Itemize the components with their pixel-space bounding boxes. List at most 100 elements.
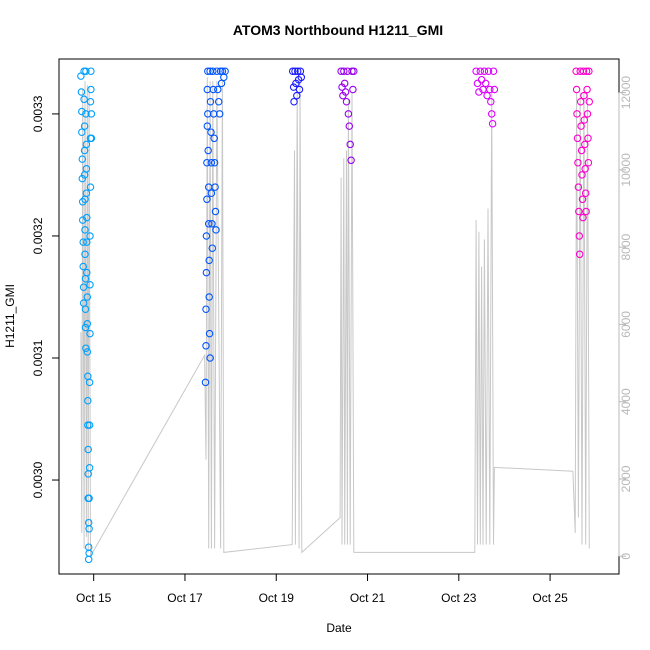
data-point <box>342 97 351 106</box>
data-point <box>476 67 485 75</box>
data-point <box>203 158 211 167</box>
data-point <box>217 79 226 88</box>
data-point <box>83 238 91 246</box>
data-point <box>344 110 353 118</box>
data-point <box>211 207 220 216</box>
data-point <box>78 155 87 163</box>
data-point <box>80 122 89 130</box>
data-point <box>77 88 86 96</box>
data-point <box>205 256 213 265</box>
data-point <box>291 67 299 75</box>
data-point <box>83 320 92 328</box>
data-point <box>85 494 93 503</box>
data-point <box>206 354 214 362</box>
data-point <box>487 110 496 118</box>
data-point <box>221 67 229 75</box>
data-point <box>572 67 580 75</box>
data-point <box>202 342 210 350</box>
y2-axis: 0 2000 4000 6000 8000 10000 12000 <box>618 76 633 560</box>
data-point <box>472 67 480 75</box>
data-point <box>78 128 86 136</box>
data-point <box>585 67 593 75</box>
data-point <box>577 146 586 155</box>
data-point <box>210 158 219 167</box>
data-point <box>82 110 90 118</box>
y2-tick-label: 8000 <box>619 233 633 260</box>
data-point <box>210 134 218 143</box>
y2-tick-label: 2000 <box>619 465 633 492</box>
data-point <box>477 75 486 84</box>
data-point <box>87 67 95 75</box>
data-point <box>295 85 304 94</box>
data-point <box>489 67 498 75</box>
data-point <box>208 244 217 252</box>
data-point <box>204 220 213 228</box>
data-point <box>83 293 92 301</box>
data-point <box>213 67 221 75</box>
data-point <box>79 238 87 246</box>
data-point <box>347 156 355 165</box>
data-point <box>201 378 210 387</box>
y-axis-label: H1211_GMI <box>3 284 17 348</box>
chart-title: ATOM3 Northbound H1211_GMI <box>233 22 443 38</box>
data-point <box>584 134 592 143</box>
data-point <box>85 525 93 533</box>
data-point <box>473 79 482 88</box>
data-point <box>214 85 222 94</box>
data-point <box>204 67 212 75</box>
data-point <box>82 189 91 197</box>
data-point <box>209 67 217 75</box>
data-point <box>486 85 494 94</box>
data-point <box>82 67 90 75</box>
data-point <box>572 85 581 94</box>
data-point <box>205 329 214 338</box>
data-point <box>350 67 358 75</box>
data-point <box>78 174 87 183</box>
data-point <box>85 378 94 387</box>
data-point <box>575 232 584 240</box>
data-point <box>84 445 92 454</box>
x-tick-label: Oct 19 <box>259 591 295 605</box>
data-point <box>208 220 216 228</box>
data-point <box>578 171 586 179</box>
y2-tick-label: 6000 <box>619 311 633 338</box>
data-point <box>85 549 93 558</box>
data-point <box>78 198 87 206</box>
data-point <box>85 421 94 429</box>
data-point <box>574 158 582 167</box>
data-point <box>214 97 223 106</box>
data-point <box>81 250 89 259</box>
data-point <box>211 183 219 191</box>
data-point <box>575 207 583 216</box>
data-point <box>85 464 94 472</box>
data-point <box>207 189 216 197</box>
data-point <box>205 293 213 301</box>
series-6 <box>572 67 594 259</box>
data-point <box>78 107 86 116</box>
altitude-line-layer <box>80 77 590 559</box>
data-point <box>488 119 497 128</box>
y-axis: 0.0030 0.0031 0.0032 0.0033 <box>31 95 60 498</box>
data-point <box>490 85 499 94</box>
y2-tick-label: 4000 <box>619 388 633 415</box>
data-point <box>79 283 88 291</box>
data-point <box>346 140 354 149</box>
data-point <box>84 555 93 564</box>
data-point <box>83 213 91 222</box>
data-point <box>86 281 94 289</box>
data-point <box>582 207 590 216</box>
x-axis-label: Date <box>326 621 352 635</box>
data-point <box>573 134 582 143</box>
data-point <box>81 226 89 234</box>
data-point <box>480 67 489 75</box>
data-point <box>215 110 224 118</box>
data-point <box>204 146 212 155</box>
data-point <box>288 67 297 75</box>
data-point <box>203 195 211 204</box>
data-point <box>578 195 587 204</box>
data-point <box>293 91 301 100</box>
y-tick-label: 0.0031 <box>31 339 45 376</box>
x-tick-label: Oct 21 <box>350 591 386 605</box>
data-point <box>207 128 215 136</box>
